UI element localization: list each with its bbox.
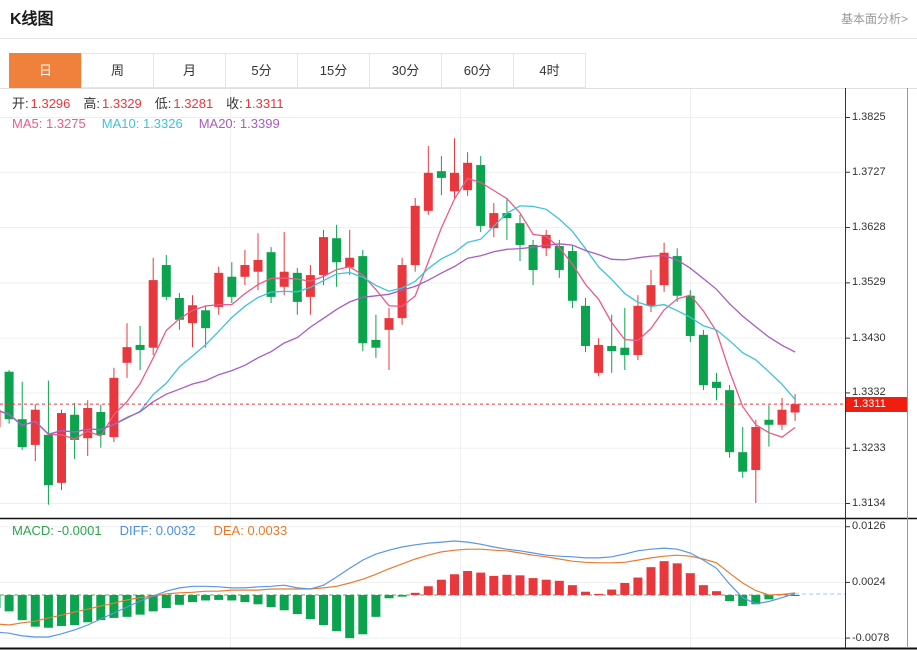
price-tick-8: 1.3134 [852,496,886,509]
period-tab-3[interactable]: 月 [153,53,226,88]
fundamental-analysis-link[interactable]: 基本面分析> [840,12,908,26]
ma20-label: MA20: [198,116,237,131]
high-value: 1.3329 [102,96,142,111]
ma5-label: MA5: [12,116,43,131]
period-tab-4[interactable]: 5分 [225,53,298,88]
ma20-value: 1.3399 [239,116,280,131]
ma5-value: 1.3275 [45,116,86,131]
price-tick-3: 1.3628 [852,221,886,234]
macd-label: MACD: [12,523,54,538]
dea-label: DEA: [213,523,244,538]
ma10-value: 1.3326 [142,116,183,131]
open-label: 开: [12,96,29,111]
price-tick-2: 1.3727 [852,165,886,178]
period-tab-2[interactable]: 周 [81,53,154,88]
diff-value: 0.0032 [155,523,196,538]
title-separator [0,38,917,39]
open-value: 1.3296 [30,96,71,111]
ohlc-row: 开: 1.3296 高: 1.3329 低: 1.3281 收: 1.3311 [12,93,297,112]
high-label: 高: [83,96,101,111]
macd-tick-3: -0.0078 [852,631,890,644]
price-tick-6: 1.3332 [852,386,886,399]
current-price-badge: 1.3311 [846,397,907,412]
price-tick-1: 1.3825 [852,111,886,123]
macd-value: -0.0001 [57,523,102,538]
low-label: 低: [154,96,172,111]
period-tab-5[interactable]: 15分 [297,53,370,88]
ma-header-row: MA5: 1.3275 MA10: 1.3326 MA20: 1.3399 [12,116,296,131]
macd-tick-2: 0.0024 [852,575,886,588]
macd-tick-1: 0.0126 [852,520,886,533]
price-tick-7: 1.3233 [852,441,886,454]
period-tab-8[interactable]: 4时 [513,53,586,88]
dea-value: 0.0033 [247,523,288,538]
period-tab-6[interactable]: 30分 [369,53,442,88]
period-tab-7[interactable]: 60分 [441,53,514,88]
close-label: 收: [226,96,243,111]
price-tick-5: 1.3430 [852,331,886,344]
page-title: K线图 [10,11,54,28]
price-tick-4: 1.3529 [852,276,886,289]
period-tab-1[interactable]: 日 [9,53,82,88]
low-value: 1.3281 [173,96,214,111]
diff-label: DIFF: [119,523,153,538]
period-tabbar: 日周月 5分 15分 30分 60分 4时 [9,53,586,88]
close-value: 1.3311 [244,96,284,111]
ma10-label: MA10: [101,116,140,131]
macd-header-row: MACD: -0.0001 DIFF: 0.0032 DEA: 0.0033 [12,523,305,538]
